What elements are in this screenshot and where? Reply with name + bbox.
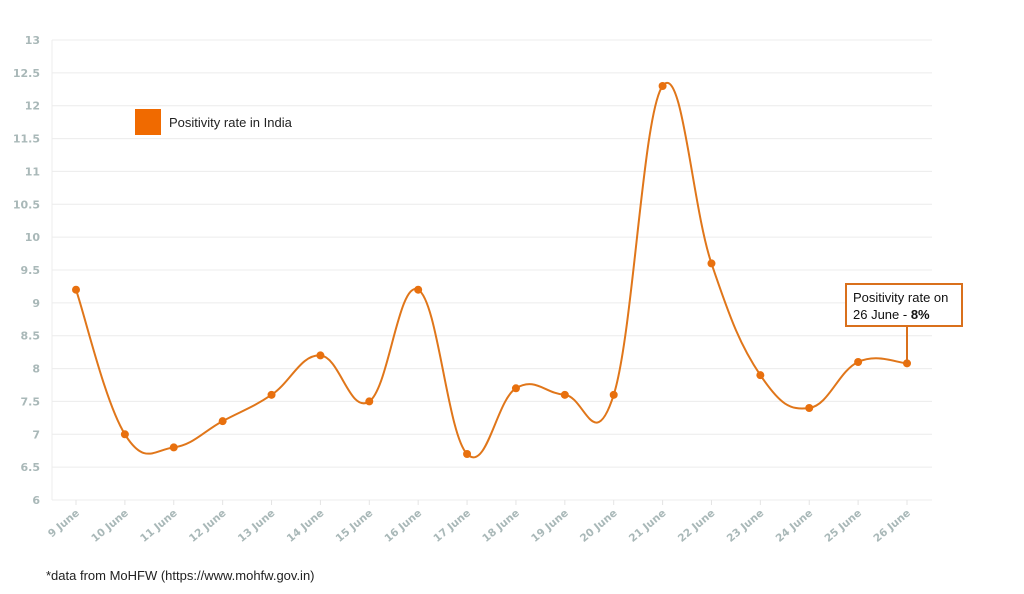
data-points [72,82,911,458]
y-tick-label: 6 [32,494,40,507]
data-point [805,404,814,412]
x-tick-label: 24 June [774,507,816,545]
y-tick-label: 7.5 [21,395,41,408]
data-point [72,285,80,294]
x-tick-label: 10 June [89,507,131,545]
annotation-callout: Positivity rate on 26 June - 8% [845,283,963,327]
gridlines [51,39,932,501]
data-point [854,358,863,366]
legend: Positivity rate in India [135,109,292,135]
x-axis: 9 June 10 June 11 June 12 June 13 June 14 Jun… [46,500,913,545]
y-tick-label: 10.5 [13,198,40,211]
x-tick-label: 15 June [334,507,376,545]
y-tick-label: 13 [25,34,40,47]
data-point [267,390,276,399]
x-tick-label: 11 June [138,507,180,545]
x-tick-label: 25 June [822,507,864,545]
data-point [120,430,129,439]
x-tick-label: 17 June [431,507,473,545]
y-tick-label: 9.5 [21,264,41,277]
data-point [365,397,374,406]
data-point [756,371,765,380]
data-point [316,351,325,360]
y-axis: 6 6.5 7 7.5 8 8.5 9 9.5 10 10.5 11 11.5 12 12.5 13 [13,34,40,507]
x-tick-label: 18 June [480,507,522,545]
x-tick-label: 22 June [676,507,718,545]
data-point [560,390,569,399]
y-tick-label: 11.5 [13,133,40,146]
data-point [609,390,618,399]
source-footnote: *data from MoHFW (https://www.mohfw.gov.… [46,568,315,583]
legend-swatch-icon [135,109,161,135]
y-tick-label: 8 [32,363,40,376]
annotation-line1: Positivity rate on [853,290,949,305]
x-tick-label: 26 June [871,507,913,545]
data-point [414,285,423,294]
data-point [218,417,227,426]
y-tick-label: 9 [32,297,40,310]
x-tick-label: 16 June [382,507,424,545]
x-tick-label: 13 June [236,507,278,545]
data-point [707,259,716,268]
x-tick-label: 9 June [46,507,82,540]
data-point [169,443,178,452]
data-point [463,450,472,458]
x-tick-label: 12 June [187,507,229,545]
annotation-line2: 26 June - 8% [853,307,930,322]
y-tick-label: 10 [25,231,41,244]
x-tick-label: 19 June [529,507,571,545]
annotation-value: 8% [910,307,930,322]
y-tick-label: 12.5 [13,67,40,80]
y-tick-label: 11 [25,165,40,178]
x-tick-label: 23 June [725,507,767,545]
y-tick-label: 12 [25,100,40,113]
x-tick-label: 21 June [627,507,669,545]
data-point [658,82,667,90]
y-tick-label: 6.5 [21,461,41,474]
data-point [511,384,520,393]
x-tick-label: 20 June [578,507,620,545]
legend-label: Positivity rate in India [169,114,292,130]
y-tick-label: 8.5 [21,330,41,343]
x-tick-label: 14 June [285,507,327,545]
y-tick-label: 7 [32,428,40,441]
